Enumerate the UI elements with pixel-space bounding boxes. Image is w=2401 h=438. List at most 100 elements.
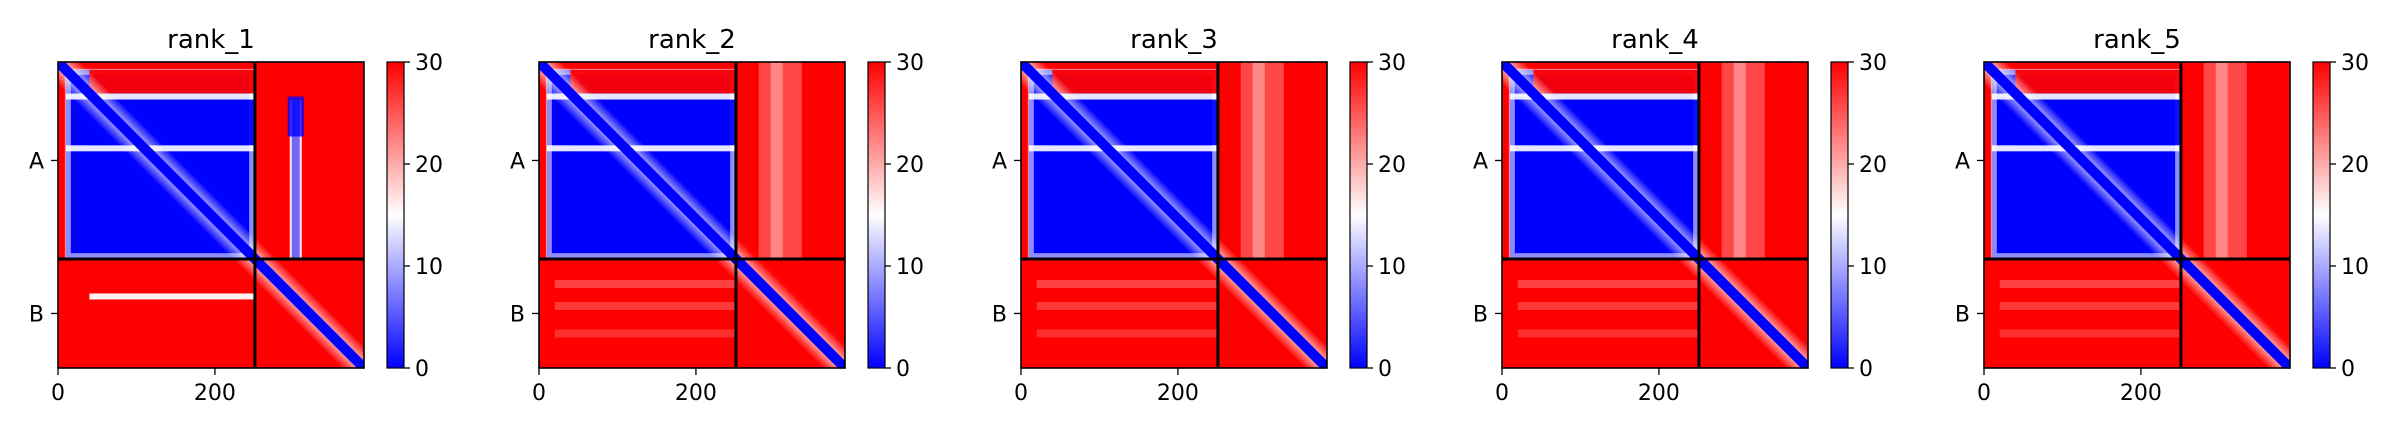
colorbar	[2312, 61, 2331, 369]
colorbar-tick-label: 30	[1378, 51, 1406, 76]
colorbar-tick-label: 20	[1378, 153, 1406, 178]
colorbar-tick-label: 20	[896, 153, 924, 178]
colorbar-tick-label: 0	[2341, 357, 2355, 382]
x-tick-label: 200	[1638, 381, 1680, 406]
y-tick-label: B	[29, 302, 44, 327]
y-tick-label: A	[1955, 149, 1970, 174]
interchain-band	[1240, 62, 1284, 259]
axes-frame	[1983, 61, 2291, 369]
diagonal-core	[1502, 62, 1808, 368]
colorbar-tick-label: 30	[415, 51, 443, 76]
interchain-band-core	[1252, 62, 1265, 259]
heatmap	[1502, 62, 1808, 368]
colorbar-tick-label: 30	[896, 51, 924, 76]
x-tick-label: 0	[1495, 381, 1509, 406]
chain-a-stripe	[546, 93, 736, 100]
interchain-row	[1036, 280, 1218, 289]
colorbar-tick-label: 0	[415, 357, 429, 382]
chain-a-stripe	[1028, 93, 1218, 100]
axes-frame	[57, 61, 365, 369]
y-tick-label: A	[510, 149, 525, 174]
interchain-band	[2203, 62, 2247, 259]
x-tick-label: 200	[194, 381, 236, 406]
chain-a-stripe	[1991, 93, 2181, 100]
heatmap	[1984, 62, 2290, 368]
panel-title: rank_4	[1611, 25, 1699, 55]
interchain-band	[1721, 62, 1765, 259]
y-tick-label: B	[992, 302, 1007, 327]
chain-a-top-band	[1052, 69, 1218, 94]
chain-a-stripe	[65, 93, 255, 100]
x-tick-label: 200	[675, 381, 717, 406]
diagonal-core	[1984, 62, 2290, 368]
interchain-band-core	[291, 99, 300, 259]
colorbar-tick-label: 0	[1859, 357, 1873, 382]
x-tick-label: 0	[51, 381, 65, 406]
interchain-row	[1999, 329, 2181, 338]
x-tick-label: 200	[2120, 381, 2162, 406]
interchain-row	[1517, 329, 1699, 338]
colorbar-tick-label: 20	[415, 153, 443, 178]
colorbar	[1830, 61, 1849, 369]
panel-rank_2: rank_2 0 200 A B 0 10 20 30	[510, 25, 924, 406]
panel-rank_3: rank_3 0 200 A B 0 10 20 30	[992, 25, 1406, 406]
interchain-stripe	[89, 293, 255, 300]
heatmap	[539, 62, 845, 368]
interchain-band-core	[2215, 62, 2228, 259]
colorbar-tick-label: 20	[2341, 153, 2369, 178]
panel-rank_1: rank_1 0 200 A B 0 10 20 30	[29, 25, 443, 406]
x-tick-label: 0	[1977, 381, 1991, 406]
y-tick-label: A	[992, 149, 1007, 174]
chain-a-top-band	[89, 69, 255, 94]
panel-title: rank_5	[2093, 25, 2181, 55]
colorbar-tick-label: 20	[1859, 153, 1887, 178]
colorbar-tick-label: 30	[1859, 51, 1887, 76]
diagonal	[58, 62, 364, 368]
interchain-row	[554, 302, 736, 311]
colorbar-tick-label: 10	[896, 255, 924, 280]
colorbar-tick-label: 10	[415, 255, 443, 280]
colorbar-tick-label: 10	[1378, 255, 1406, 280]
chain-a-top-band	[570, 69, 736, 94]
y-tick-label: A	[29, 149, 44, 174]
x-tick-label: 0	[1014, 381, 1028, 406]
interchain-row	[554, 329, 736, 338]
panel-title: rank_3	[1130, 25, 1218, 55]
chain-a-stripe	[1509, 93, 1699, 100]
panel-rank_4: rank_4 0 200 A B 0 10 20 30	[1473, 25, 1887, 406]
interchain-band-core	[1733, 62, 1746, 259]
panel-rank_5: rank_5 0 200 A B 0 10 20 30	[1955, 25, 2369, 406]
interchain-row	[1517, 280, 1699, 289]
y-tick-label: B	[1955, 302, 1970, 327]
axes-frame	[538, 61, 846, 369]
colorbar-tick-label: 0	[896, 357, 910, 382]
chain-a-top-band	[1533, 69, 1699, 94]
diagonal-core	[539, 62, 845, 368]
diagonal	[1984, 62, 2290, 368]
colorbar-tick-label: 10	[2341, 255, 2369, 280]
interchain-band	[758, 62, 802, 259]
colorbar-tick-label: 0	[1378, 357, 1392, 382]
x-tick-label: 0	[532, 381, 546, 406]
interchain-row	[1036, 329, 1218, 338]
interchain-row	[1999, 280, 2181, 289]
colorbar	[386, 61, 405, 369]
panel-title: rank_2	[648, 25, 736, 55]
y-tick-label: B	[1473, 302, 1488, 327]
heatmap	[58, 62, 364, 368]
diagonal-core	[58, 62, 364, 368]
y-tick-label: B	[510, 302, 525, 327]
diagonal-core	[1021, 62, 1327, 368]
interchain-row	[1036, 302, 1218, 311]
x-tick-label: 200	[1157, 381, 1199, 406]
panel-title: rank_1	[167, 25, 255, 55]
axes-frame	[1020, 61, 1328, 369]
axes-frame	[1501, 61, 1809, 369]
diagonal	[1021, 62, 1327, 368]
colorbar-tick-label: 30	[2341, 51, 2369, 76]
interchain-band-core	[770, 62, 783, 259]
colorbar	[1349, 61, 1368, 369]
diagonal	[539, 62, 845, 368]
y-tick-label: A	[1473, 149, 1488, 174]
